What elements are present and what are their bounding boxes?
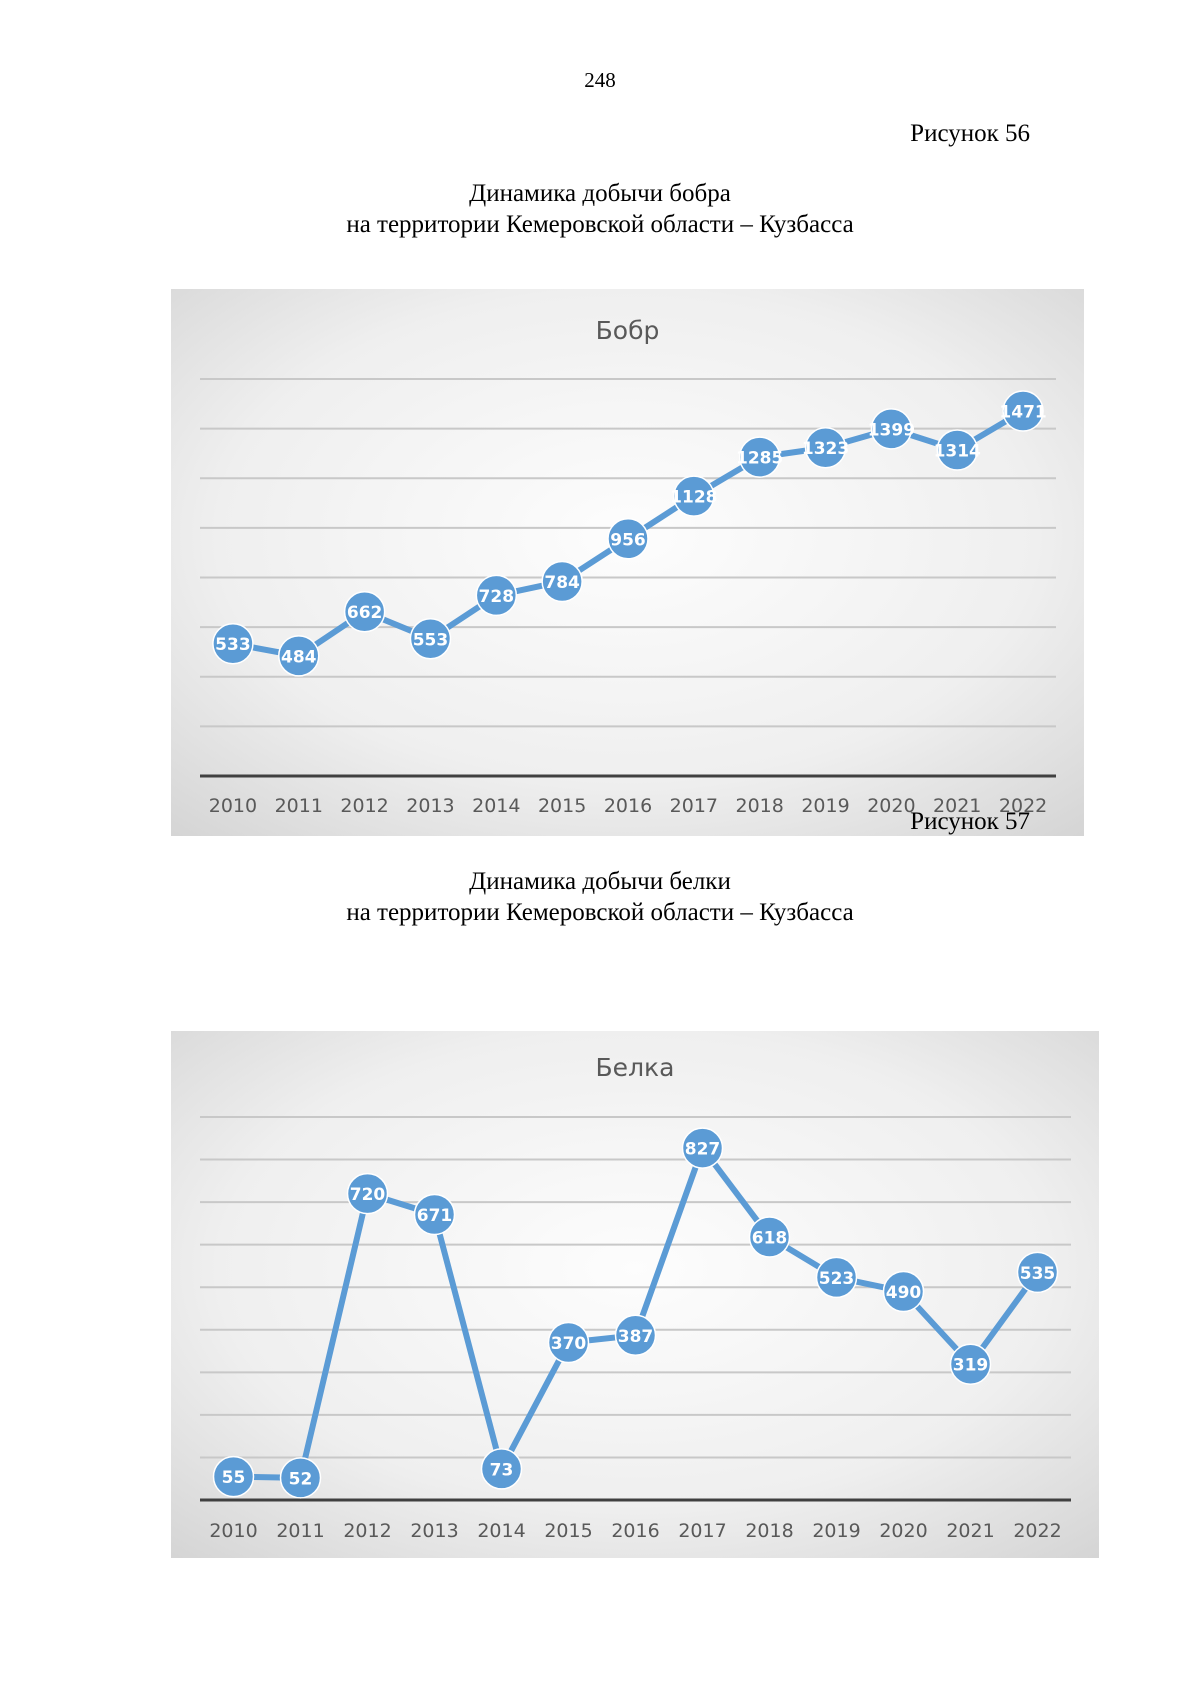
data-label: 490: [886, 1283, 922, 1303]
data-point: [1016, 1251, 1059, 1294]
caption-line-1: Динамика добычи бобра: [469, 180, 731, 207]
data-point: [278, 635, 320, 677]
x-tick-label: 2011: [275, 795, 323, 817]
data-label: 1285: [736, 449, 783, 469]
data-point: [409, 618, 452, 660]
data-point: [480, 1448, 523, 1490]
figure-57-label: Рисунок 57: [910, 808, 1030, 835]
data-point: [413, 1193, 456, 1236]
data-point: [681, 1127, 724, 1169]
chart-title: Бобр: [596, 316, 660, 345]
x-tick-label: 2011: [276, 1520, 324, 1542]
data-point: [279, 1457, 322, 1499]
x-tick-label: 2018: [745, 1520, 793, 1542]
chart-background: [171, 1031, 1099, 1558]
x-tick-label: 2015: [538, 795, 586, 817]
data-label: 1471: [999, 403, 1046, 423]
chart-svg: Белка 2010 2011 2012 2013 2014 2015 2016 2017 201…: [171, 1031, 1099, 1558]
x-tick-label: 2021: [946, 1520, 994, 1542]
data-label: 533: [215, 635, 251, 655]
chart-title: Белка: [596, 1053, 675, 1082]
data-label: 662: [347, 603, 383, 623]
data-point: [738, 436, 781, 478]
squirrel-chart: Белка 2010 2011 2012 2013 2014 2015 2016 2017 201…: [171, 1031, 1099, 1558]
data-point: [673, 475, 715, 517]
data-label: 720: [350, 1185, 386, 1205]
caption-line-2: на территории Кемеровской области – Кузб…: [346, 211, 854, 238]
data-point: [882, 1270, 925, 1313]
x-tick-label: 2013: [406, 795, 454, 817]
x-tick-label: 2017: [678, 1520, 726, 1542]
data-point: [475, 574, 518, 617]
data-label: 956: [610, 530, 646, 550]
x-tick-label: 2019: [812, 1520, 860, 1542]
beaver-chart: Бобр 2010 2011 2012 2013 2014 2015 2016 2017 2018…: [171, 289, 1084, 836]
caption-line-1: Динамика добычи белки: [469, 868, 731, 895]
data-point: [1002, 390, 1044, 432]
data-label: 1323: [802, 439, 849, 459]
x-tick-label: 2010: [209, 795, 257, 817]
caption-line-2: на территории Кемеровской области – Кузб…: [346, 899, 854, 926]
data-point: [212, 622, 254, 665]
data-label: 1128: [670, 488, 717, 508]
data-point: [547, 1321, 590, 1364]
data-label: 728: [479, 587, 515, 607]
x-tick-label: 2018: [736, 795, 784, 817]
data-label: 387: [618, 1327, 654, 1347]
data-point: [212, 1455, 255, 1498]
x-tick-label: 2022: [1013, 1520, 1061, 1542]
x-tick-label: 2012: [340, 795, 388, 817]
figure-57-caption: Динамика добычи белки на территории Кеме…: [0, 866, 1200, 928]
x-tick-label: 2020: [867, 795, 915, 817]
data-point: [936, 429, 978, 471]
data-label: 370: [551, 1334, 587, 1354]
x-tick-label: 2014: [472, 795, 520, 817]
chart-svg: Бобр 2010 2011 2012 2013 2014 2015 2016 2017 2018…: [171, 289, 1084, 836]
data-label: 1314: [934, 441, 981, 461]
figure-56-label: Рисунок 56: [910, 120, 1030, 147]
x-tick-label: 2022: [999, 795, 1047, 817]
figure-56-caption: Динамика добычи бобра на территории Кеме…: [0, 178, 1200, 240]
x-tick-label: 2016: [611, 1520, 659, 1542]
data-label: 535: [1020, 1264, 1056, 1284]
data-label: 73: [490, 1460, 514, 1480]
data-point: [346, 1172, 389, 1215]
data-label: 1399: [868, 420, 915, 440]
data-label: 618: [752, 1229, 788, 1249]
x-tick-label: 2020: [879, 1520, 927, 1542]
data-label: 784: [544, 573, 580, 593]
x-tick-label: 2014: [477, 1520, 525, 1542]
data-label: 553: [413, 630, 449, 650]
x-tick-label: 2012: [343, 1520, 391, 1542]
data-point: [343, 590, 386, 633]
data-point: [607, 518, 649, 560]
data-label: 671: [417, 1206, 453, 1226]
data-point: [804, 426, 847, 469]
data-label: 55: [222, 1468, 246, 1488]
data-point: [870, 408, 913, 450]
data-point: [748, 1216, 791, 1258]
data-point: [815, 1256, 858, 1299]
data-label: 827: [685, 1140, 721, 1160]
data-label: 319: [953, 1356, 989, 1376]
x-tick-label: 2019: [801, 795, 849, 817]
data-label: 52: [289, 1469, 313, 1489]
page-number: 248: [584, 68, 616, 92]
x-tick-label: 2013: [410, 1520, 458, 1542]
x-tick-label: 2016: [604, 795, 652, 817]
data-label: 523: [819, 1269, 855, 1289]
chart-background: [171, 289, 1084, 836]
data-label: 484: [281, 647, 317, 667]
x-tick-label: 2010: [209, 1520, 257, 1542]
x-tick-label: 2021: [933, 795, 981, 817]
data-point: [614, 1314, 657, 1357]
x-tick-label: 2015: [544, 1520, 592, 1542]
data-point: [541, 560, 583, 603]
x-tick-label: 2017: [670, 795, 718, 817]
data-point: [949, 1343, 992, 1385]
